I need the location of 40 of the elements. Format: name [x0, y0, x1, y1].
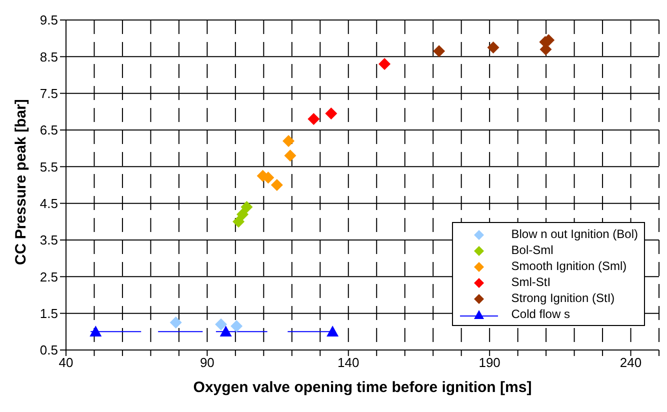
legend-label: Strong Ignition (StI) [511, 291, 615, 305]
point [270, 179, 283, 191]
point [325, 108, 338, 120]
legend-label: Blow n out Ignition (Bol) [511, 227, 638, 241]
x-tick-label: 140 [338, 355, 360, 370]
point [240, 201, 253, 213]
y-tick-label: 5.5 [40, 159, 58, 174]
y-tick-label: 6.5 [40, 122, 58, 138]
y-tick-label: 9.5 [40, 12, 58, 28]
point [220, 326, 232, 336]
legend-label: Bol-Sml [511, 243, 554, 257]
point [236, 208, 248, 220]
point [378, 58, 391, 70]
point [215, 318, 228, 330]
y-tick-label: 1.5 [40, 306, 58, 321]
y-tick-label: 3.5 [40, 232, 58, 248]
legend-label: Sml-StI [511, 275, 551, 289]
legend-label: Cold flow s [511, 307, 570, 321]
y-axis-title: CC Pressure peak [bar] [12, 99, 30, 265]
y-tick-label: 8.5 [40, 49, 58, 64]
point [433, 45, 446, 58]
point [487, 42, 500, 54]
point [284, 150, 296, 162]
point [308, 113, 320, 125]
x-tick-label: 40 [58, 355, 74, 370]
point [232, 216, 245, 228]
x-tick-label: 90 [200, 355, 214, 370]
x-tick-label: 240 [620, 355, 642, 370]
point [282, 135, 295, 147]
x-tick-label: 190 [478, 355, 500, 370]
point [230, 320, 243, 332]
point [170, 316, 182, 328]
point [326, 326, 339, 336]
y-tick-label: 7.5 [40, 86, 58, 101]
point [90, 326, 102, 336]
y-tick-label: 4.5 [40, 196, 58, 211]
legend-label: Smooth Ignition (Sml) [511, 259, 627, 273]
y-tick-label: 2.5 [40, 269, 58, 284]
x-axis-title: Oxygen valve opening time before ignition [ms] [193, 379, 532, 396]
y-tick-label: 0.5 [40, 342, 58, 358]
